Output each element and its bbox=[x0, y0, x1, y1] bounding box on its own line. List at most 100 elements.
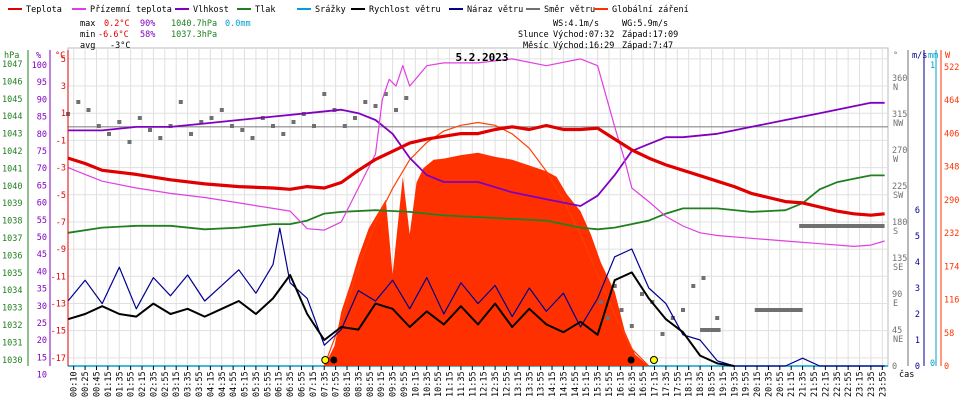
stat-min-label: min bbox=[80, 30, 95, 40]
x-tick-label: 04:35 bbox=[218, 371, 228, 397]
x-tick-label: 13:55 bbox=[537, 371, 547, 397]
tick-dir-name: S bbox=[893, 227, 898, 237]
radiation-max-line bbox=[323, 121, 650, 367]
wind-dir-point bbox=[117, 120, 122, 124]
x-tick-label: 07:35 bbox=[320, 371, 330, 397]
tick-hpa: 1036 bbox=[2, 251, 22, 261]
wind-dir-point bbox=[619, 308, 624, 312]
wind-dir-point bbox=[363, 100, 368, 104]
tick-wm2: 290 bbox=[944, 196, 959, 206]
legend-label: Vlhkost bbox=[193, 5, 229, 15]
legend-label: Přízemní teplota bbox=[90, 5, 172, 15]
x-tick-label: 10:15 bbox=[411, 371, 421, 397]
x-tick-label: 00:25 bbox=[81, 371, 91, 397]
axis-title-degc: °C bbox=[55, 51, 65, 61]
wind-dir-point bbox=[312, 124, 316, 128]
wind-dir-point bbox=[137, 116, 142, 120]
tick-pct: 100 bbox=[32, 61, 47, 71]
tick-dir: 90 bbox=[892, 290, 902, 300]
stat-max-rain: 0.0mm bbox=[225, 19, 251, 29]
sun-label: Slunce bbox=[518, 30, 549, 40]
tick-hpa: 1034 bbox=[2, 286, 22, 296]
x-tick-label: 18:55 bbox=[707, 371, 717, 397]
x-tick-label: 04:55 bbox=[229, 371, 239, 397]
wind-dir-point bbox=[394, 108, 398, 112]
x-tick-label: 16:15 bbox=[616, 371, 626, 397]
tick-temp: -5 bbox=[56, 191, 66, 201]
tick-dir-name: SW bbox=[893, 191, 904, 201]
x-tick-label: 23:35 bbox=[867, 371, 877, 397]
axis-title-mm: mm bbox=[928, 51, 938, 61]
wind-dir-point bbox=[660, 332, 665, 336]
sun-set: Západ:17:09 bbox=[622, 30, 678, 40]
x-tick-label: 08:35 bbox=[354, 371, 364, 397]
axis-title-hpa: hPa bbox=[4, 51, 19, 61]
wind-dir-point bbox=[281, 132, 286, 136]
axis-title-deg: ° bbox=[893, 51, 898, 61]
tick-ms: 0 bbox=[915, 362, 920, 372]
wind-dir-point bbox=[383, 92, 388, 96]
wind-dir-point bbox=[715, 316, 720, 320]
x-tick-label: 03:35 bbox=[184, 371, 194, 397]
x-tick-label: 12:15 bbox=[480, 371, 490, 397]
tick-dir: 360 bbox=[892, 74, 907, 84]
wind-dir-point bbox=[250, 136, 255, 140]
tick-wm2: 348 bbox=[944, 163, 959, 173]
wind-dir-point bbox=[199, 120, 204, 124]
wind-dir-point bbox=[219, 108, 224, 112]
tick-wm2: 116 bbox=[944, 296, 959, 306]
tick-hpa: 1032 bbox=[2, 321, 22, 331]
x-tick-label: 10:35 bbox=[423, 371, 433, 397]
x-tick-label: 15:35 bbox=[594, 371, 604, 397]
tick-pct: 70 bbox=[37, 164, 47, 174]
tick-hpa: 1044 bbox=[2, 112, 22, 122]
x-tick-label: 05:15 bbox=[241, 371, 251, 397]
tick-pct: 40 bbox=[37, 267, 47, 277]
wind-dir-point bbox=[691, 284, 696, 288]
x-tick-label: 02:35 bbox=[149, 371, 159, 397]
axis-title-x: čas bbox=[899, 369, 914, 380]
wind-dir-point bbox=[230, 124, 234, 128]
x-tick-label: 19:15 bbox=[719, 371, 729, 397]
tick-ms: 2 bbox=[915, 310, 920, 320]
tick-hpa: 1039 bbox=[2, 199, 22, 209]
x-tick-label: 21:35 bbox=[799, 371, 809, 397]
stat-min-press: 1037.3hPa bbox=[171, 30, 217, 40]
tick-temp: 5 bbox=[61, 55, 66, 65]
wind-dir-point bbox=[107, 132, 111, 136]
stat-min-temp: -6.6°C bbox=[98, 30, 129, 40]
x-tick-label: 11:15 bbox=[446, 371, 456, 397]
wind-wg: WG:5.9m/s bbox=[622, 19, 668, 29]
x-tick-label: 17:35 bbox=[662, 371, 672, 397]
x-tick-label: 00:45 bbox=[92, 371, 102, 397]
wind-dir-point bbox=[629, 324, 634, 328]
tick-hpa: 1035 bbox=[2, 269, 22, 279]
tick-temp: -17 bbox=[51, 354, 66, 364]
x-tick-label: 08:15 bbox=[343, 371, 353, 397]
x-tick-label: 19:35 bbox=[730, 371, 740, 397]
tick-pct: 75 bbox=[37, 147, 47, 157]
tick-hpa: 1042 bbox=[2, 147, 22, 157]
x-tick-label: 19:55 bbox=[742, 371, 752, 397]
tick-wm2: 58 bbox=[944, 329, 954, 339]
tick-temp: -7 bbox=[56, 218, 66, 228]
tick-hpa: 1033 bbox=[2, 304, 22, 314]
chart-axes: hPa% °C1047104610451044104310421041104010… bbox=[2, 50, 959, 397]
x-tick-label: 18:35 bbox=[696, 371, 706, 397]
chart-legend: Teplota Přízemní teplota Vlhkost Tlak Srážky… bbox=[8, 5, 689, 15]
x-tick-label: 06:15 bbox=[275, 371, 285, 397]
x-tick-label: 06:55 bbox=[297, 371, 307, 397]
tick-pct: 50 bbox=[37, 233, 47, 243]
x-tick-label: 03:15 bbox=[172, 371, 182, 397]
tick-pct: 10 bbox=[37, 371, 47, 381]
x-tick-label: 15:15 bbox=[582, 371, 592, 397]
x-tick-label: 21:15 bbox=[787, 371, 797, 397]
tick-temp: -3 bbox=[56, 164, 66, 174]
moon-rise: Východ:16:29 bbox=[553, 41, 614, 51]
pressure-line bbox=[67, 174, 885, 234]
x-tick-label: 17:55 bbox=[673, 371, 683, 397]
x-tick-label: 23:55 bbox=[878, 371, 888, 397]
temperature-line bbox=[67, 123, 885, 217]
x-tick-label: 07:55 bbox=[332, 371, 342, 397]
stat-max-press: 1040.7hPa bbox=[171, 19, 217, 29]
